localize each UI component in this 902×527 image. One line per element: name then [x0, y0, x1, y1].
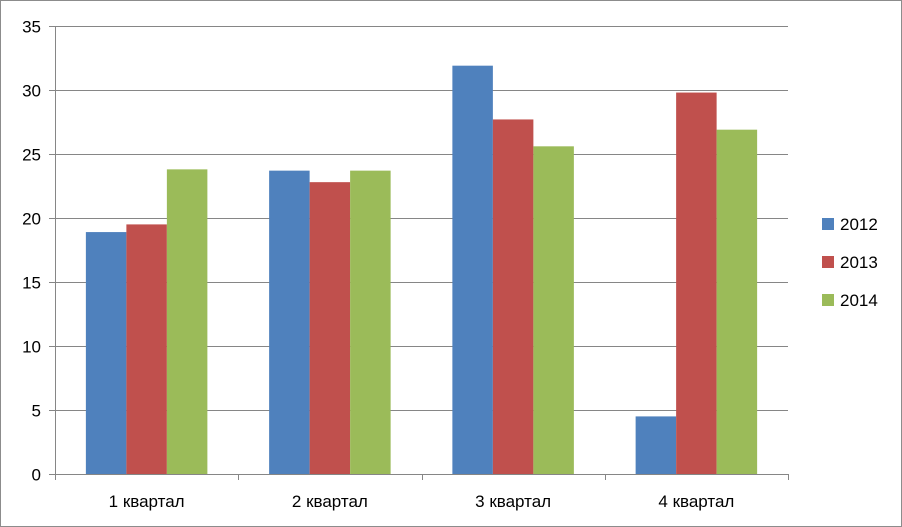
y-tick-label: 20: [22, 210, 41, 229]
bar-2012: [85, 232, 127, 474]
legend-swatch-2013: [822, 256, 834, 268]
x-tick-label: 2 квартал: [292, 492, 368, 511]
x-axis-ticks: 1 квартал 2 квартал 3 квартал 4 квартал: [109, 492, 735, 511]
y-tick-label: 5: [32, 402, 41, 421]
bar-2012: [635, 416, 677, 474]
bar-2014: [166, 169, 208, 475]
bar-2013: [309, 182, 351, 474]
legend-label-2014: 2014: [840, 291, 878, 310]
bar-2012: [452, 65, 493, 475]
x-tick-label: 3 квартал: [475, 492, 551, 511]
y-tick-label: 30: [22, 82, 41, 101]
bar-2012: [269, 170, 310, 474]
y-tick-label: 0: [32, 466, 41, 485]
x-tick-label: 4 квартал: [658, 492, 734, 511]
bars: [85, 65, 758, 475]
bar-2013: [676, 92, 717, 474]
axes: [49, 26, 789, 480]
bar-2014: [533, 146, 574, 474]
bar-2013: [492, 119, 534, 474]
bar-2013: [126, 224, 167, 474]
legend: 2012 2013 2014: [822, 215, 878, 310]
legend-swatch-2012: [822, 218, 834, 230]
legend-label-2012: 2012: [840, 215, 878, 234]
legend-label-2013: 2013: [840, 253, 878, 272]
y-tick-label: 10: [22, 338, 41, 357]
y-tick-label: 25: [22, 146, 41, 165]
y-tick-label: 15: [22, 274, 41, 293]
y-tick-label: 35: [22, 18, 41, 37]
y-axis-ticks: 0 5 10 15 20 25 30 35: [22, 18, 41, 485]
x-tick-label: 1 квартал: [109, 492, 185, 511]
legend-swatch-2014: [822, 294, 834, 306]
bar-2014: [716, 129, 758, 474]
bar-2014: [350, 170, 391, 474]
